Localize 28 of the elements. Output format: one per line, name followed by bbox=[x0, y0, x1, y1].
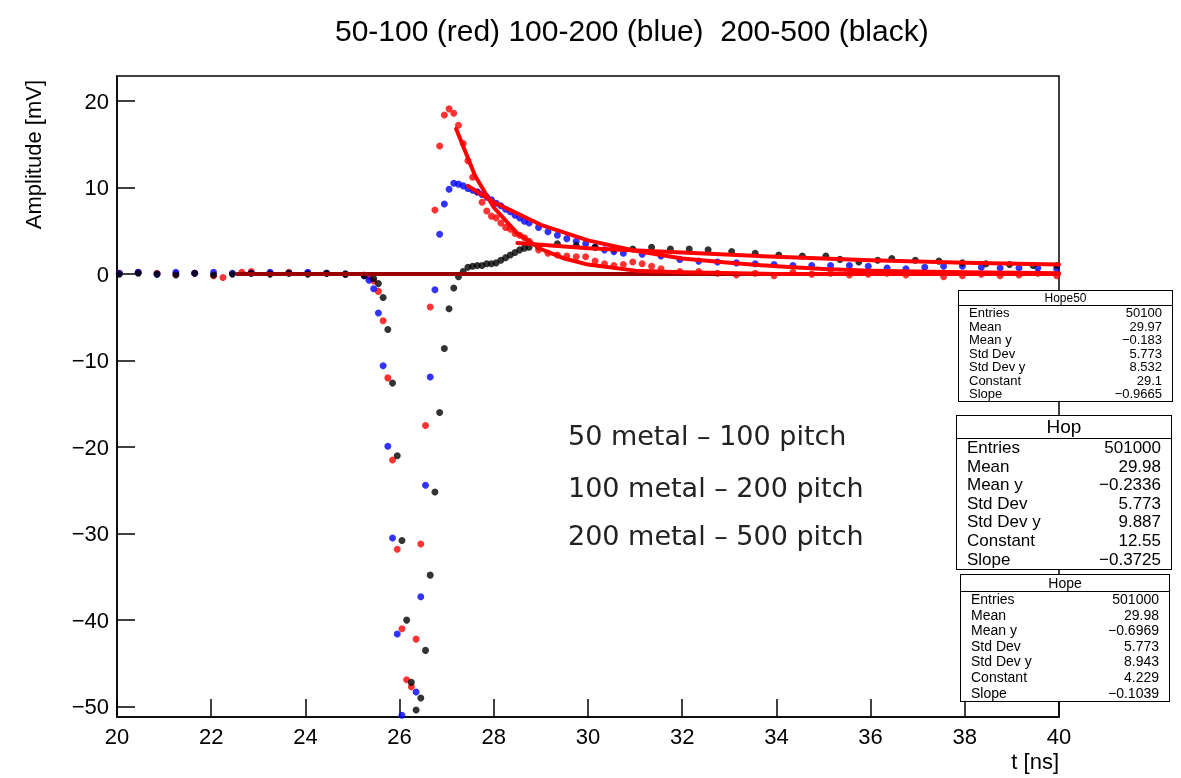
x-tick-label: 26 bbox=[387, 723, 412, 749]
x-tick-label: 32 bbox=[669, 723, 695, 749]
x-tick-label: 34 bbox=[764, 723, 789, 749]
x-tick-label: 20 bbox=[104, 723, 130, 749]
annotation: 100 metal – 200 pitch bbox=[568, 472, 864, 503]
y-axis-title: Amplitude [mV] bbox=[20, 79, 46, 230]
x-tick-label: 24 bbox=[293, 723, 318, 749]
text: Hope50 Entries 50100 Mean 29.97 Mean y −0.183 Std Dev 5.773 Std Dev y 8.532 Constant 29.1 Slope −0.9665 bbox=[969, 291, 1162, 401]
x-tick-label: 36 bbox=[858, 723, 883, 749]
annotation: 200 metal – 500 pitch bbox=[568, 520, 864, 551]
y-tick-label: 20 bbox=[84, 88, 109, 114]
y-tick-label: −40 bbox=[71, 607, 109, 633]
y-tick-label: −20 bbox=[71, 434, 109, 460]
y-tick-label: 0 bbox=[96, 261, 109, 287]
x-tick-label: 40 bbox=[1046, 723, 1072, 749]
y-tick-label: −10 bbox=[71, 348, 109, 374]
x-tick-label: 28 bbox=[481, 723, 507, 749]
x-axis-title: t [ns] bbox=[1011, 748, 1059, 774]
x-tick-label: 30 bbox=[575, 723, 601, 749]
y-tick-label: −50 bbox=[71, 694, 109, 720]
annotation: 50 metal – 100 pitch bbox=[568, 420, 847, 451]
text: Hop Entries 501000 Mean 29.98 Mean y −0.2336 Std Dev 5.773 Std Dev y 9.887 Constant 12.55 Slope −0.3725 bbox=[967, 416, 1161, 569]
y-tick-label: 10 bbox=[84, 175, 109, 201]
x-tick-label: 38 bbox=[952, 723, 978, 749]
chart-title: 50-100 (red) 100-200 (blue) 200-500 (black) bbox=[335, 13, 929, 47]
y-tick-label: −30 bbox=[71, 521, 109, 547]
x-tick-label: 22 bbox=[198, 723, 224, 749]
text: Hope Entries 501000 Mean 29.98 Mean y −0.6969 Std Dev 5.773 Std Dev y 8.943 Constant 4.229 Slope −0.1039 bbox=[971, 575, 1159, 701]
